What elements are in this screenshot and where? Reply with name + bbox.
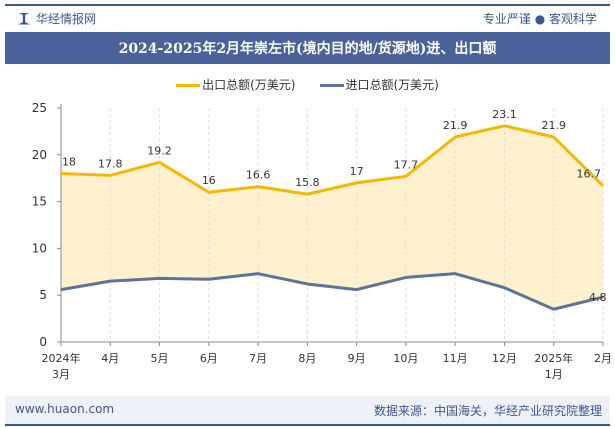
data-label: 19.2 xyxy=(147,144,172,157)
legend-swatch xyxy=(176,84,201,87)
data-label: 18 xyxy=(62,156,76,169)
brand: 华经情报网 xyxy=(18,10,96,27)
x-tick-label: 2月 xyxy=(594,352,612,365)
data-label: 21.9 xyxy=(541,119,566,132)
x-tick-label: 2024年 xyxy=(42,351,81,365)
slogan: 专业严谨 ● 客观科学 xyxy=(482,12,597,26)
legend-label: 进口总额(万美元) xyxy=(345,78,439,92)
data-label: 17.8 xyxy=(98,157,123,170)
brand-name: 华经情报网 xyxy=(36,12,97,26)
data-label: 16.7 xyxy=(577,168,602,181)
website: www.huaon.com xyxy=(15,402,115,416)
data-label: 21.9 xyxy=(443,119,468,132)
x-tick-label: 7月 xyxy=(249,352,267,365)
x-tick-label: 12月 xyxy=(492,352,517,365)
y-tick-label: 25 xyxy=(32,101,47,115)
data-label: 16.6 xyxy=(246,169,271,182)
legend: 出口总额(万美元) 进口总额(万美元) xyxy=(0,76,615,93)
data-label: 17 xyxy=(350,165,364,178)
y-tick-label: 10 xyxy=(32,241,47,255)
y-tick-label: 15 xyxy=(32,195,47,209)
data-label: 4.8 xyxy=(589,291,607,304)
x-tick-label: 1月 xyxy=(545,368,563,381)
x-tick-label: 6月 xyxy=(200,352,218,365)
x-tick-label: 4月 xyxy=(101,352,119,365)
series-line xyxy=(60,272,604,311)
x-tick-label: 11月 xyxy=(443,352,468,365)
data-label: 17.7 xyxy=(394,158,419,171)
data-source: 数据来源：中国海关，华经产业研究院整理 xyxy=(373,404,602,418)
data-label: 15.8 xyxy=(295,176,320,189)
area-fill xyxy=(61,125,603,310)
x-tick-label: 3月 xyxy=(52,368,70,381)
legend-swatch xyxy=(319,84,344,87)
legend-label: 出口总额(万美元) xyxy=(202,78,296,92)
series-line xyxy=(60,124,605,196)
data-label: 16 xyxy=(202,174,216,187)
x-tick-label: 2025年 xyxy=(534,351,573,365)
chart-title: 2024-2025年2月年崇左市(境内目的地/货源地)进、出口额 xyxy=(5,32,610,64)
legend-export: 出口总额(万美元) xyxy=(176,76,296,93)
top-rule xyxy=(5,4,610,6)
y-tick-label: 20 xyxy=(32,148,47,162)
legend-import: 进口总额(万美元) xyxy=(319,76,439,93)
footer: www.huaon.com 数据来源：中国海关，华经产业研究院整理 xyxy=(5,396,610,426)
x-tick-label: 8月 xyxy=(298,352,316,365)
data-label: 23.1 xyxy=(492,108,517,121)
x-tick-label: 9月 xyxy=(348,352,366,365)
y-tick-label: 0 xyxy=(39,335,47,349)
x-tick-label: 10月 xyxy=(393,352,418,365)
y-tick-label: 5 xyxy=(39,288,47,302)
x-tick-label: 5月 xyxy=(151,352,169,365)
